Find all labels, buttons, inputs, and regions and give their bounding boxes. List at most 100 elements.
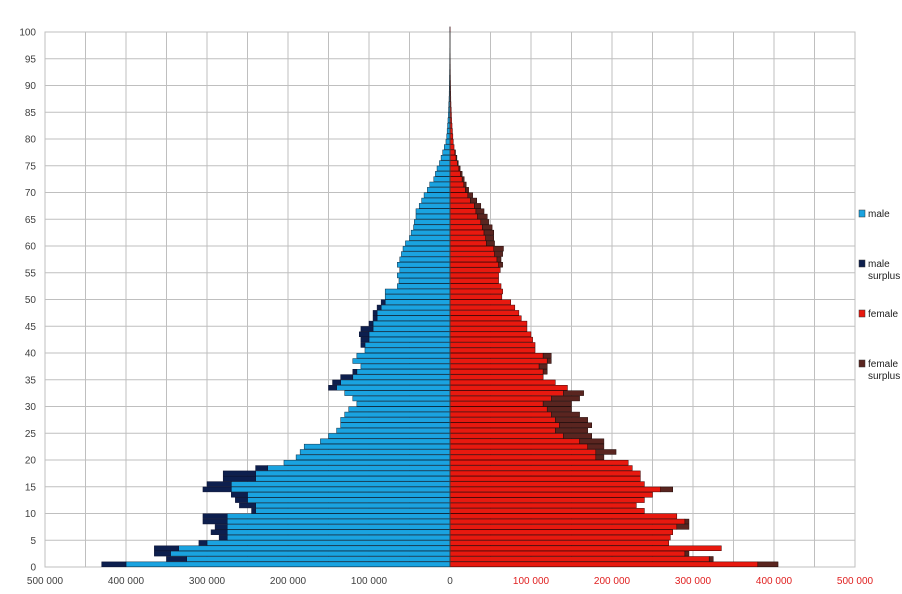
bar-female xyxy=(449,197,471,204)
bar-female xyxy=(449,465,633,471)
bar-female-surplus xyxy=(498,262,503,268)
bar-female xyxy=(449,459,629,466)
bar-male xyxy=(368,331,451,337)
bar-female xyxy=(449,529,673,535)
legend-label2-male_surplus: surplus xyxy=(868,271,900,282)
bar-female-surplus xyxy=(563,390,584,396)
bar-male xyxy=(340,379,451,386)
bar-male xyxy=(231,486,451,493)
bar-male xyxy=(415,213,451,220)
bar-male xyxy=(401,251,451,257)
bar-female xyxy=(449,294,503,300)
bar-male xyxy=(352,374,451,380)
bar-male-surplus xyxy=(328,385,337,391)
bar-female xyxy=(449,256,498,263)
bar-female-surplus xyxy=(579,438,605,444)
y-tick-label: 50 xyxy=(25,295,37,306)
bar-female xyxy=(449,556,710,562)
bar-female xyxy=(449,310,520,316)
bar-male xyxy=(170,550,451,557)
bar-female xyxy=(449,149,456,156)
bar-male-surplus xyxy=(202,513,228,519)
bar-male xyxy=(227,513,451,519)
bar-female xyxy=(449,219,482,225)
bar-female xyxy=(449,486,661,493)
bar-male xyxy=(227,518,451,525)
bar-female-surplus xyxy=(757,561,779,568)
legend-swatch-female xyxy=(858,309,866,318)
bar-male xyxy=(348,406,451,412)
bar-female xyxy=(449,267,501,273)
bar-female xyxy=(449,181,465,188)
bar-female xyxy=(449,443,588,450)
bar-female-surplus xyxy=(477,213,488,220)
bar-male-surplus xyxy=(376,304,382,311)
bar-female xyxy=(449,352,544,359)
bar-male xyxy=(376,310,451,316)
bar-female xyxy=(449,411,552,418)
bar-female xyxy=(449,336,533,343)
bar-male-surplus xyxy=(360,342,366,348)
bar-female-surplus xyxy=(454,149,456,156)
bar-male xyxy=(231,481,451,487)
bar-male xyxy=(397,262,451,268)
bar-male-surplus xyxy=(198,540,208,546)
bar-female xyxy=(449,165,460,172)
bars xyxy=(101,26,779,568)
bar-male xyxy=(255,476,451,482)
bar-male xyxy=(429,181,451,188)
y-tick-label: 80 xyxy=(25,135,37,146)
bar-male xyxy=(247,492,451,498)
bar-female-surplus xyxy=(460,171,463,177)
bar-female xyxy=(449,417,556,423)
bar-female xyxy=(449,379,556,386)
bar-male xyxy=(364,347,451,354)
bar-male-surplus xyxy=(340,374,354,380)
bar-female xyxy=(449,422,560,428)
bar-female xyxy=(449,240,487,247)
bar-male xyxy=(418,203,451,209)
bar-female xyxy=(449,390,564,396)
bar-male-surplus xyxy=(231,492,248,498)
y-tick-label: 15 xyxy=(25,482,37,493)
bar-male xyxy=(399,267,451,273)
bar-male xyxy=(340,417,451,423)
x-tick-label: 400 000 xyxy=(756,576,793,587)
bar-male xyxy=(442,149,451,156)
bar-male xyxy=(445,138,451,145)
legend-label-male: male xyxy=(868,209,890,220)
bar-female xyxy=(449,363,540,370)
legend-swatch-male xyxy=(858,209,866,218)
bar-female xyxy=(449,545,722,551)
bar-male xyxy=(206,540,451,546)
bar-male xyxy=(372,326,451,332)
bar-male xyxy=(255,502,451,509)
bar-female-surplus xyxy=(496,256,502,263)
bar-female xyxy=(449,326,528,332)
bar-male-surplus xyxy=(235,497,248,503)
bar-female xyxy=(449,481,645,487)
bar-male xyxy=(402,245,451,252)
bar-male xyxy=(368,336,451,343)
bar-female xyxy=(449,245,494,252)
bar-male-surplus xyxy=(166,556,187,562)
bar-male xyxy=(410,229,451,236)
bar-female-surplus xyxy=(538,363,548,370)
bar-male-surplus xyxy=(360,336,370,343)
bar-female xyxy=(449,540,669,546)
bar-male xyxy=(125,561,451,568)
bar-male xyxy=(320,438,451,444)
bar-female-surplus xyxy=(485,235,494,241)
bar-male xyxy=(336,427,451,434)
bar-female-surplus xyxy=(555,427,588,434)
bar-male xyxy=(384,299,451,305)
y-tick-label: 45 xyxy=(25,322,37,333)
bar-male-surplus xyxy=(218,534,228,541)
bar-female-surplus xyxy=(587,443,605,450)
bar-female xyxy=(449,251,495,257)
bar-female xyxy=(449,192,469,198)
bar-male xyxy=(303,443,451,450)
bar-female-surplus xyxy=(475,208,485,214)
bar-male xyxy=(427,187,451,193)
